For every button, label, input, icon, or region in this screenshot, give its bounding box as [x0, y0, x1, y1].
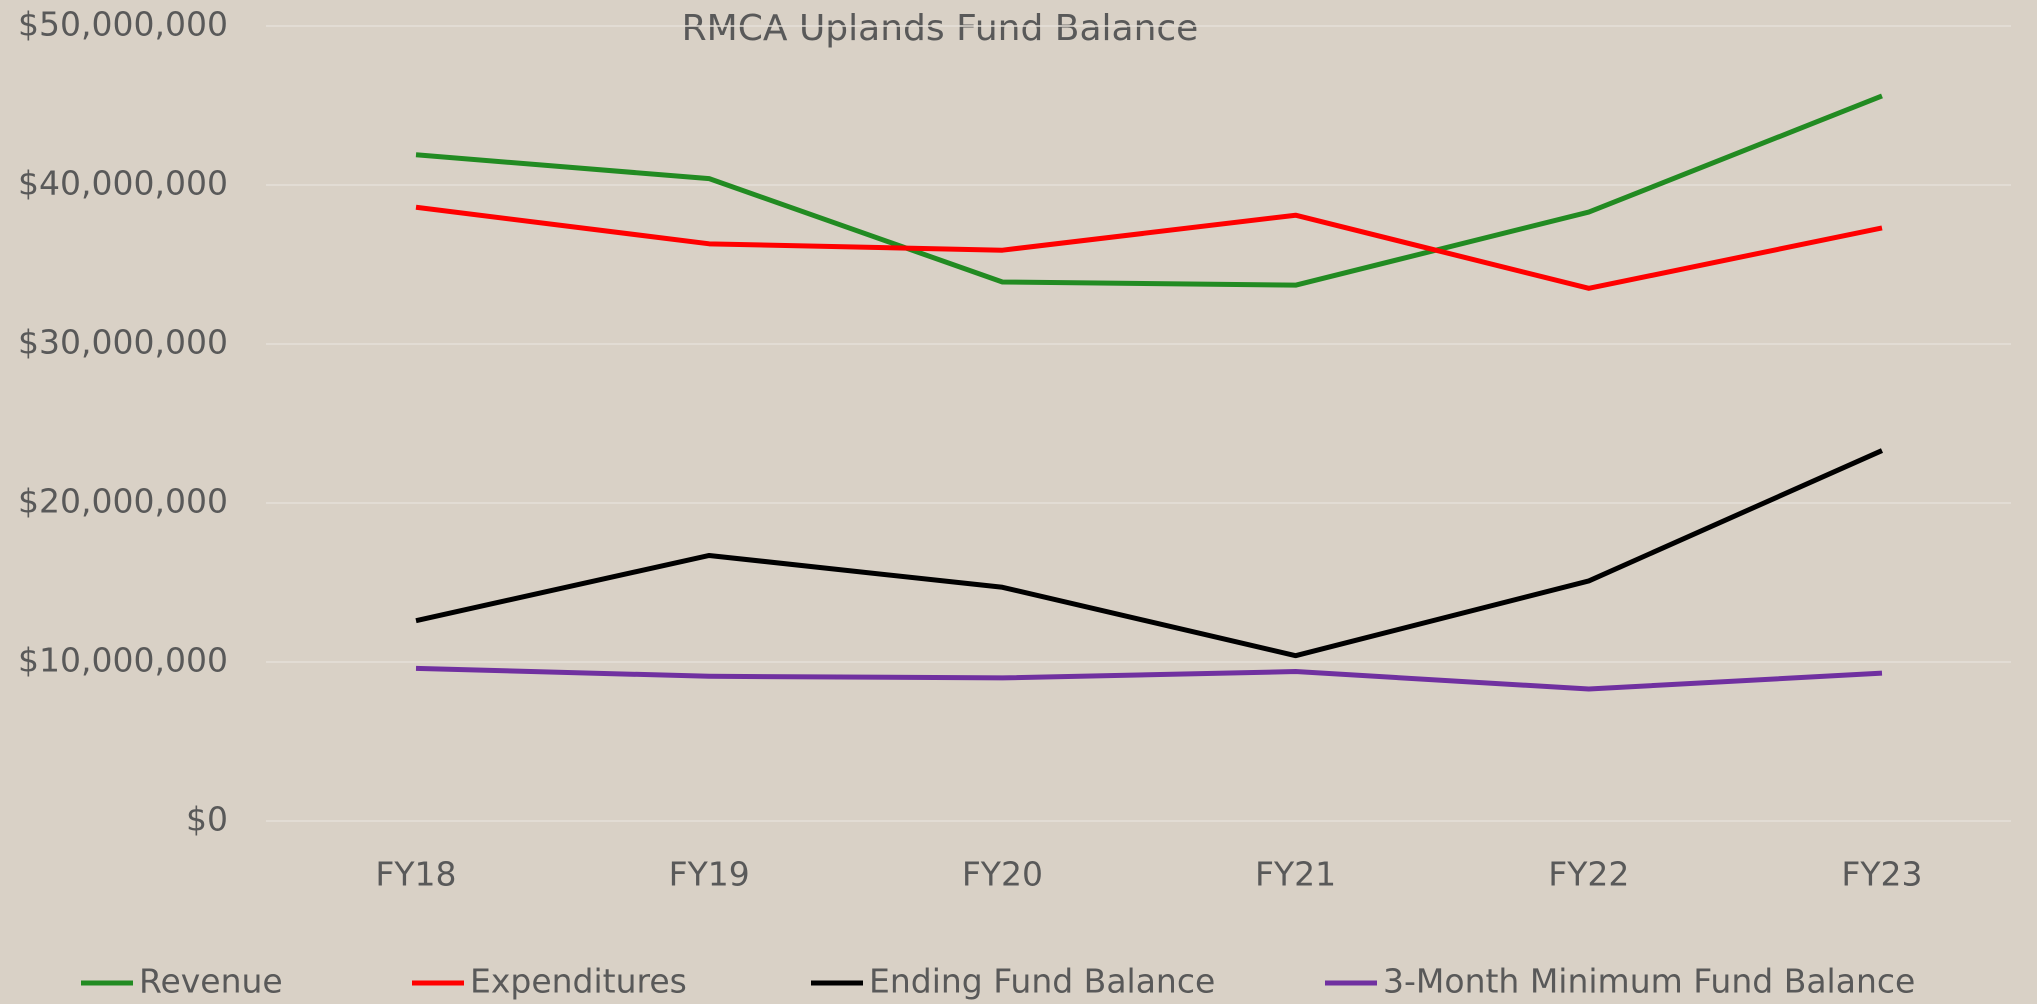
legend-label: 3-Month Minimum Fund Balance: [1383, 962, 1915, 1001]
legend-label: Revenue: [139, 962, 283, 1001]
x-tick-label: FY22: [1548, 855, 1629, 894]
series-line: [415, 448, 1884, 659]
legend-label: Ending Fund Balance: [869, 962, 1215, 1001]
y-tick-label: $10,000,000: [18, 641, 228, 680]
series-line: [415, 93, 1883, 288]
y-tick-label: $40,000,000: [18, 164, 228, 203]
series-line: [415, 665, 1883, 692]
series-line: [415, 204, 1883, 291]
y-tick-label: $20,000,000: [18, 482, 228, 521]
y-tick-label: $50,000,000: [18, 5, 228, 44]
x-tick-label: FY20: [962, 855, 1043, 894]
x-tick-label: FY18: [375, 855, 456, 894]
x-tick-label: FY21: [1255, 855, 1336, 894]
y-tick-label: $30,000,000: [18, 323, 228, 362]
legend-label: Expenditures: [470, 962, 687, 1001]
x-tick-label: FY19: [669, 855, 750, 894]
x-tick-label: FY23: [1841, 855, 1922, 894]
chart-title: RMCA Uplands Fund Balance: [682, 8, 1199, 49]
y-tick-label: $0: [186, 800, 228, 839]
